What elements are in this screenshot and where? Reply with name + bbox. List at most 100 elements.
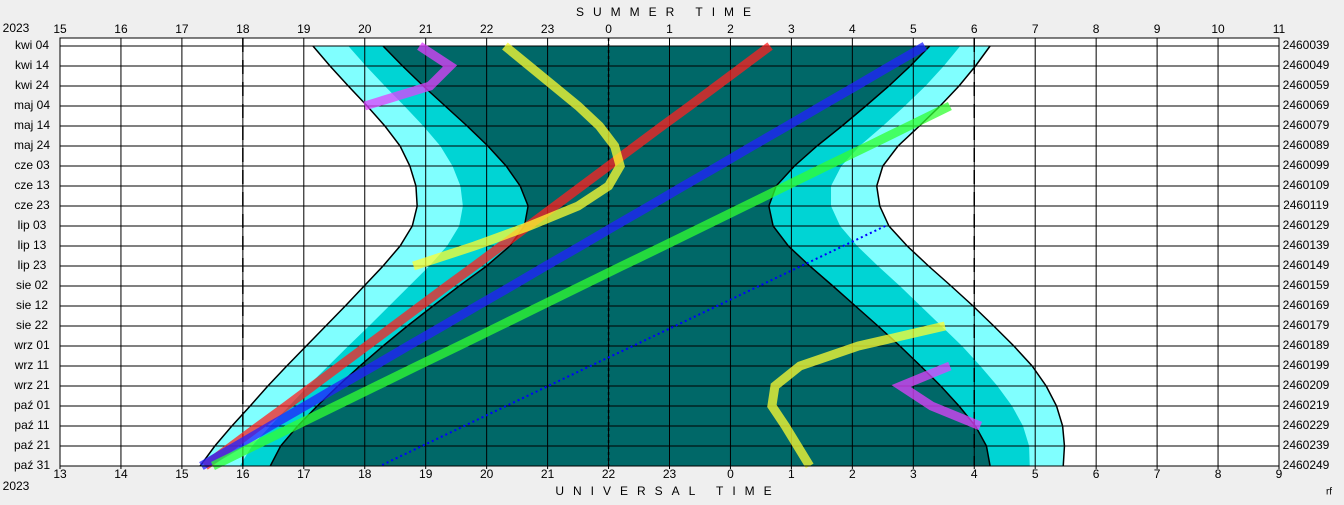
jd-label: 2460209 — [1283, 378, 1330, 392]
top-tick-label: 1 — [666, 22, 673, 36]
jd-label: 2460059 — [1283, 78, 1330, 92]
top-tick-label: 2 — [727, 22, 734, 36]
object-track — [891, 361, 983, 431]
date-label: lip 13 — [18, 238, 47, 252]
date-label: lip 03 — [18, 218, 47, 232]
top-tick-label: 20 — [358, 22, 372, 36]
credit: rf — [1326, 487, 1332, 498]
jd-label: 2460079 — [1283, 118, 1330, 132]
bottom-tick-label: 0 — [727, 467, 734, 481]
date-label: wrz 21 — [13, 378, 50, 392]
top-tick-label: 19 — [297, 22, 311, 36]
jd-label: 2460139 — [1283, 238, 1330, 252]
jd-label: 2460129 — [1283, 218, 1330, 232]
top-tick-label: 15 — [53, 22, 67, 36]
bottom-tick-label: 1 — [788, 467, 795, 481]
top-tick-label: 8 — [1093, 22, 1100, 36]
bottom-tick-label: 5 — [1032, 467, 1039, 481]
date-label: paź 11 — [14, 418, 49, 432]
twilight-boundary — [768, 45, 991, 467]
jd-label: 2460149 — [1283, 258, 1330, 272]
bottom-tick-label: 3 — [910, 467, 917, 481]
top-tick-label: 9 — [1154, 22, 1161, 36]
jd-label: 2460039 — [1283, 38, 1330, 52]
bottom-tick-label: 7 — [1154, 467, 1161, 481]
date-label: lip 23 — [18, 258, 47, 272]
jd-label: 2460169 — [1283, 298, 1330, 312]
year-top: 2023 — [3, 21, 30, 35]
jd-label: 2460049 — [1283, 58, 1330, 72]
object-track — [202, 42, 773, 470]
bottom-tick-label: 14 — [114, 467, 128, 481]
top-tick-label: 10 — [1211, 22, 1225, 36]
object-track — [767, 321, 947, 469]
chart-title: SUMMER TIME — [576, 5, 760, 19]
jd-label: 2460199 — [1283, 358, 1330, 372]
bottom-tick-label: 2 — [849, 467, 856, 481]
top-tick-label: 3 — [788, 22, 795, 36]
date-label: paź 31 — [14, 458, 50, 472]
plot-frame — [59, 37, 1280, 467]
bottom-tick-label: 13 — [53, 467, 67, 481]
jd-label: 2460109 — [1283, 178, 1330, 192]
date-label: maj 14 — [14, 118, 50, 132]
object-track — [379, 225, 886, 467]
date-label: sie 22 — [16, 318, 48, 332]
bottom-tick-label: 8 — [1215, 467, 1222, 481]
jd-label: 2460099 — [1283, 158, 1330, 172]
top-tick-label: 4 — [849, 22, 856, 36]
date-label: kwi 24 — [15, 78, 49, 92]
date-label: paź 21 — [14, 438, 50, 452]
bottom-tick-label: 18 — [358, 467, 372, 481]
jd-label: 2460119 — [1283, 198, 1329, 212]
jd-label: 2460219 — [1283, 398, 1330, 412]
date-label: cze 13 — [14, 178, 50, 192]
object-track — [199, 42, 928, 470]
bottom-tick-label: 15 — [175, 467, 189, 481]
bottom-tick-label: 23 — [663, 467, 677, 481]
date-label: cze 23 — [14, 198, 50, 212]
top-tick-label: 18 — [236, 22, 250, 36]
bottom-tick-label: 20 — [480, 467, 494, 481]
date-label: sie 02 — [16, 278, 48, 292]
top-tick-label: 5 — [910, 22, 917, 36]
jd-label: 2460089 — [1283, 138, 1330, 152]
top-tick-label: 22 — [480, 22, 494, 36]
jd-label: 2460229 — [1283, 418, 1330, 432]
top-tick-label: 6 — [971, 22, 978, 36]
jd-label: 2460189 — [1283, 338, 1330, 352]
twilight-boundary — [199, 45, 418, 467]
bottom-tick-label: 19 — [419, 467, 433, 481]
top-tick-label: 17 — [175, 22, 189, 36]
object-track — [211, 101, 952, 471]
bottom-tick-label: 16 — [236, 467, 250, 481]
jd-label: 2460159 — [1283, 278, 1330, 292]
jd-label: 2460179 — [1283, 318, 1330, 332]
top-tick-label: 0 — [605, 22, 612, 36]
jd-label: 2460239 — [1283, 438, 1330, 452]
jd-label: 2460069 — [1283, 98, 1330, 112]
date-label: wrz 01 — [13, 338, 50, 352]
date-label: cze 03 — [14, 158, 50, 172]
jd-label: 2460249 — [1283, 458, 1330, 472]
bottom-tick-label: 22 — [602, 467, 616, 481]
date-label: wrz 11 — [14, 358, 50, 372]
date-label: maj 24 — [14, 138, 50, 152]
bottom-tick-label: 9 — [1276, 467, 1283, 481]
bottom-tick-label: 17 — [297, 467, 311, 481]
top-tick-label: 16 — [114, 22, 128, 36]
x-axis-title: UNIVERSAL TIME — [555, 484, 780, 498]
bottom-tick-label: 4 — [971, 467, 978, 481]
top-tick-label: 23 — [541, 22, 555, 36]
date-label: kwi 04 — [15, 38, 49, 52]
top-tick-label: 21 — [419, 22, 433, 36]
object-track — [412, 42, 625, 271]
bottom-tick-label: 21 — [541, 467, 555, 481]
top-tick-label: 7 — [1032, 22, 1039, 36]
bottom-tick-label: 6 — [1093, 467, 1100, 481]
date-label: maj 04 — [14, 98, 50, 112]
date-label: sie 12 — [16, 298, 48, 312]
date-label: paź 01 — [14, 398, 50, 412]
top-tick-label: 11 — [1273, 22, 1286, 36]
